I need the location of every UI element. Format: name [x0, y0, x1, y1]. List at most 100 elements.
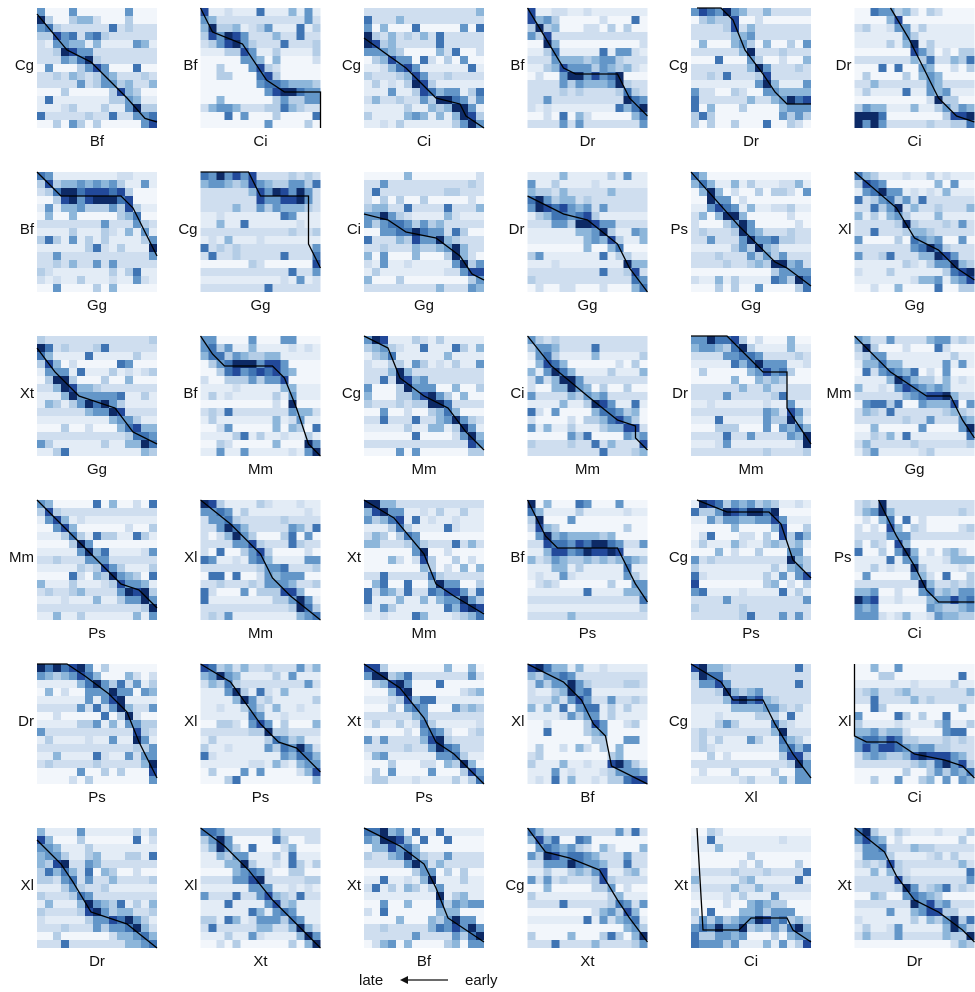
heatmap-cell: [755, 244, 763, 252]
heatmap-cell: [288, 48, 297, 56]
heatmap-cell: [117, 604, 125, 612]
heatmap-cell: [639, 120, 648, 128]
heatmap-cell: [69, 104, 77, 112]
heatmap-cell: [117, 252, 125, 260]
heatmap-cell: [93, 220, 101, 228]
heatmap-cell: [272, 336, 281, 344]
panel-y-label: Mm: [827, 385, 852, 402]
heatmap-cell: [543, 532, 552, 540]
heatmap-cell: [372, 532, 380, 540]
heatmap-cell: [862, 196, 871, 204]
heatmap-cell: [364, 548, 372, 556]
heatmap-cell: [918, 40, 927, 48]
heatmap-cell: [312, 96, 321, 104]
heatmap-cell: [870, 212, 879, 220]
heatmap-cell: [639, 580, 648, 588]
heatmap-cell: [248, 284, 257, 292]
heatmap-cell: [567, 120, 576, 128]
heatmap-cell: [926, 48, 935, 56]
heatmap-cell: [543, 252, 552, 260]
heatmap-cell: [950, 268, 959, 276]
heatmap-cell: [575, 448, 584, 456]
heatmap-cell: [567, 96, 576, 104]
heatmap-cell: [133, 244, 141, 252]
heatmap-cell: [902, 96, 911, 104]
heatmap-cell: [133, 376, 141, 384]
heatmap-cell: [691, 228, 699, 236]
heatmap-cell: [412, 368, 420, 376]
heatmap-cell: [779, 48, 787, 56]
heatmap-cell: [304, 408, 313, 416]
heatmap-cell: [918, 8, 927, 16]
heatmap-cell: [304, 448, 313, 456]
heatmap-cell: [870, 204, 879, 212]
heatmap-cell: [272, 556, 281, 564]
heatmap-cell: [460, 16, 468, 24]
heatmap-cell: [141, 204, 149, 212]
heatmap-cell: [125, 228, 133, 236]
heatmap-cell: [388, 32, 396, 40]
heatmap-cell: [934, 244, 943, 252]
heatmap-cell: [460, 120, 468, 128]
heatmap-cell: [101, 556, 109, 564]
heatmap-cell: [380, 284, 388, 292]
heatmap-cell: [739, 440, 747, 448]
heatmap-cell: [208, 48, 217, 56]
heatmap-cell: [224, 424, 233, 432]
heatmap-cell: [444, 368, 452, 376]
heatmap-cell: [53, 360, 61, 368]
heatmap-cell: [902, 228, 911, 236]
heatmap-cell: [288, 244, 297, 252]
heatmap-cell: [85, 40, 93, 48]
heatmap-cell: [37, 508, 45, 516]
heatmap-cell: [926, 16, 935, 24]
heatmap-cell: [428, 524, 436, 532]
heatmap-cell: [117, 400, 125, 408]
heatmap-cell: [37, 104, 45, 112]
heatmap-cell: [149, 204, 157, 212]
heatmap-cell: [543, 8, 552, 16]
heatmap-cell: [747, 376, 755, 384]
heatmap-cell: [918, 104, 927, 112]
heatmap-cell: [296, 112, 305, 120]
heatmap-cell: [216, 48, 225, 56]
heatmap-cell: [412, 360, 420, 368]
heatmap-cell: [803, 268, 811, 276]
heatmap-cell: [623, 72, 632, 80]
heatmap-cell: [101, 188, 109, 196]
heatmap-cell: [232, 96, 241, 104]
heatmap-cell: [428, 16, 436, 24]
heatmap-cell: [918, 400, 927, 408]
heatmap-cell: [452, 276, 460, 284]
heatmap-cell: [615, 500, 624, 508]
heatmap-cell: [85, 276, 93, 284]
heatmap-cell: [476, 524, 484, 532]
heatmap-cell: [771, 188, 779, 196]
heatmap-cell: [93, 448, 101, 456]
heatmap-cell: [803, 88, 811, 96]
heatmap-cell: [141, 104, 149, 112]
heatmap-cell: [691, 368, 699, 376]
heatmap-cell: [551, 16, 560, 24]
heatmap-cell: [412, 416, 420, 424]
heatmap-cell: [599, 368, 608, 376]
heatmap-cell: [631, 204, 640, 212]
heatmap-cell: [224, 220, 233, 228]
heatmap-cell: [200, 572, 209, 580]
heatmap-cell: [117, 360, 125, 368]
heatmap-cell: [240, 64, 249, 72]
heatmap-cell: [715, 96, 723, 104]
heatmap-cell: [460, 88, 468, 96]
heatmap-cell: [460, 448, 468, 456]
heatmap-cell: [934, 180, 943, 188]
heatmap-cell: [910, 40, 919, 48]
heatmap-cell: [428, 344, 436, 352]
heatmap-cell: [396, 432, 404, 440]
heatmap-cell: [280, 276, 289, 284]
heatmap-cell: [543, 336, 552, 344]
heatmap-cell: [101, 432, 109, 440]
heatmap-cell: [69, 268, 77, 276]
heatmap-cell: [926, 276, 935, 284]
heatmap-cell: [45, 172, 53, 180]
heatmap-cell: [372, 352, 380, 360]
